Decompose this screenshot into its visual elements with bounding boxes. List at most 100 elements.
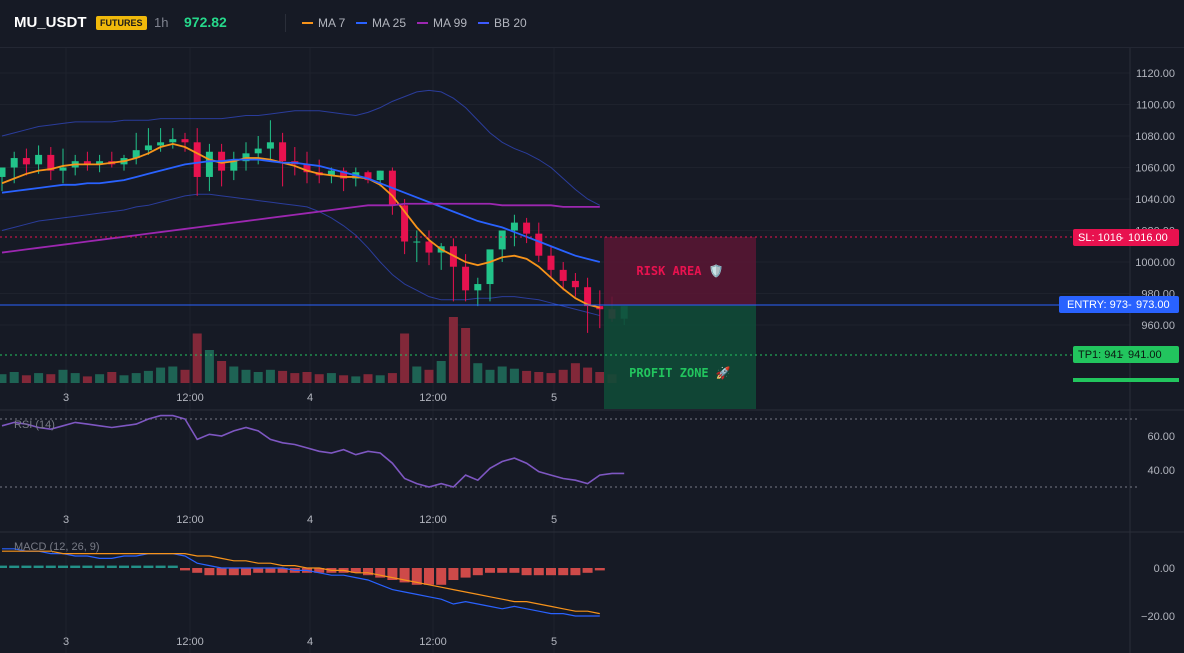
volume-bar bbox=[473, 363, 483, 383]
sl-tag-label: SL: 1016 bbox=[1078, 232, 1122, 244]
macd-histogram-bar bbox=[216, 568, 227, 576]
macd-histogram-bar bbox=[131, 565, 142, 568]
macd-line bbox=[2, 548, 600, 617]
volume-bar bbox=[119, 375, 129, 383]
sl-tag[interactable] bbox=[1073, 229, 1179, 246]
macd-histogram-bar bbox=[277, 568, 288, 573]
moving-averages bbox=[1, 142, 601, 309]
macd-histogram-bar bbox=[0, 565, 7, 568]
volume-bar bbox=[436, 361, 446, 383]
profit-zone bbox=[604, 305, 756, 409]
macd-histogram-bar bbox=[94, 565, 105, 568]
rsi-tick-label: 40.00 bbox=[1147, 465, 1175, 477]
macd-histogram-bar bbox=[241, 568, 251, 576]
macd-histogram-bar bbox=[143, 565, 154, 568]
symbol-name[interactable]: MU_USDT bbox=[14, 14, 87, 31]
timeframe-selector[interactable]: 1h bbox=[154, 15, 169, 30]
candle-body bbox=[462, 266, 470, 291]
legend-ma99-label: MA 99 bbox=[433, 16, 468, 30]
macd-histogram-bar bbox=[570, 568, 581, 576]
time-tick-label: 3 bbox=[63, 392, 69, 404]
candle-body bbox=[486, 249, 494, 285]
volume-bar bbox=[131, 373, 141, 383]
ma7-line bbox=[1, 142, 601, 309]
legend-ma99[interactable]: MA 99 bbox=[417, 16, 467, 30]
ma99-line bbox=[1, 202, 600, 254]
macd-histogram-bar bbox=[460, 568, 471, 578]
candle-body bbox=[584, 287, 592, 307]
macd-histogram-bar bbox=[155, 565, 166, 568]
legend-bb20[interactable]: BB 20 bbox=[478, 16, 527, 30]
tp-extra-marker bbox=[1073, 378, 1179, 382]
volume-bar bbox=[497, 366, 507, 383]
entry-tag-price: 973.00 bbox=[1136, 299, 1170, 311]
header-divider bbox=[285, 14, 286, 32]
legend-bb20-label: BB 20 bbox=[494, 16, 527, 30]
macd-histogram-bar bbox=[497, 568, 508, 573]
legend-ma25[interactable]: MA 25 bbox=[356, 16, 406, 30]
risk-area-label: RISK AREA 🛡️ bbox=[636, 264, 723, 278]
volume-bar bbox=[180, 369, 190, 383]
macd-histogram-bar bbox=[546, 568, 556, 576]
volume-bar bbox=[351, 376, 361, 383]
volume-bar bbox=[204, 350, 214, 383]
candle-body bbox=[22, 158, 30, 165]
macd-histogram-bar bbox=[350, 568, 361, 573]
volume-bar bbox=[265, 369, 275, 383]
candle-body bbox=[413, 241, 421, 243]
volume-bar bbox=[448, 317, 458, 383]
volume-bar bbox=[375, 375, 385, 383]
volume-bar bbox=[522, 370, 532, 383]
time-tick-label: 4 bbox=[307, 636, 313, 648]
volume-bar bbox=[339, 375, 349, 383]
time-tick-label: 12:00 bbox=[176, 514, 204, 526]
time-tick-label: 4 bbox=[307, 514, 313, 526]
volume-bar bbox=[9, 372, 19, 383]
rsi-line bbox=[1, 414, 625, 488]
candle-body bbox=[303, 164, 311, 173]
rsi-pane: 60.00 40.00 bbox=[0, 414, 1175, 488]
volume-bar bbox=[107, 372, 117, 383]
price-tick-label: 1000.00 bbox=[1135, 257, 1175, 269]
tp1-tag[interactable] bbox=[1073, 346, 1179, 363]
bb20-swatch bbox=[478, 22, 489, 24]
time-tick-label: 12:00 bbox=[176, 636, 204, 648]
volume-bar bbox=[534, 372, 544, 383]
macd-pane: 0.00 −20.00 bbox=[0, 548, 1175, 623]
macd-histogram-bar bbox=[58, 565, 68, 568]
legend-ma7[interactable]: MA 7 bbox=[302, 16, 345, 30]
volume-bar bbox=[509, 368, 519, 383]
volume-bar bbox=[583, 367, 593, 383]
candle-body bbox=[193, 142, 201, 177]
tp1-tag-sep: - bbox=[1120, 349, 1124, 361]
candle-body bbox=[266, 142, 274, 149]
bb-upper-line bbox=[1, 89, 601, 206]
time-tick-label: 3 bbox=[63, 514, 69, 526]
macd-histogram-bar bbox=[33, 565, 44, 568]
entry-tag[interactable] bbox=[1059, 296, 1179, 313]
volume-bar bbox=[570, 363, 580, 383]
main-price-axis[interactable]: 1120.001100.001080.001060.001040.001020.… bbox=[1135, 68, 1175, 332]
price-tick-label: 1080.00 bbox=[1135, 131, 1175, 143]
ma25-swatch bbox=[356, 22, 367, 24]
time-tick-label: 5 bbox=[551, 514, 557, 526]
volume-bar bbox=[253, 372, 263, 383]
candle-body bbox=[35, 154, 43, 165]
volume-bar bbox=[424, 369, 434, 383]
volume-bar bbox=[217, 361, 227, 383]
volume-bar bbox=[278, 370, 288, 383]
price-tick-label: 1040.00 bbox=[1135, 194, 1175, 206]
candle-body bbox=[59, 167, 67, 171]
candle-body bbox=[279, 142, 287, 162]
rsi-title: RSI (14) bbox=[14, 419, 55, 431]
futures-badge: FUTURES bbox=[96, 16, 147, 30]
tp1-tag-label: TP1: 941 bbox=[1078, 349, 1123, 361]
time-tick-label: 5 bbox=[551, 636, 557, 648]
candle-body bbox=[181, 139, 189, 143]
candle-body bbox=[364, 172, 372, 181]
macd-histogram-bar bbox=[558, 568, 569, 576]
candle-body bbox=[498, 230, 506, 250]
volume-bar bbox=[363, 374, 373, 383]
macd-histogram-bar bbox=[521, 568, 532, 576]
